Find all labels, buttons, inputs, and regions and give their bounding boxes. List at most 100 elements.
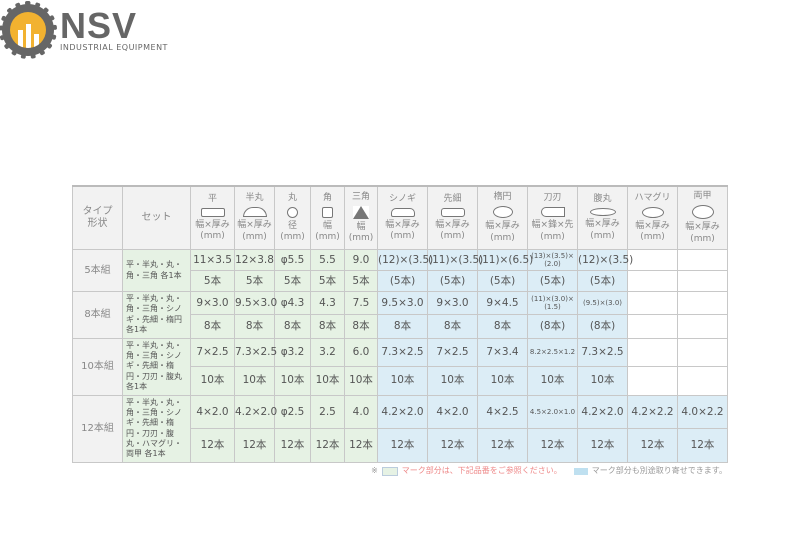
size-cell: 9.5×3.0: [234, 290, 277, 316]
column-dimension: 幅: [356, 221, 366, 232]
set-contents: 平・半丸・丸・角・三角・シノギ・先細・楕円 各1本: [122, 291, 191, 339]
count-cell: 12本: [310, 428, 345, 463]
table-row: 10本組 平・半丸・丸・角・三角・シノギ・先細・楕円・刀刃・腹丸 各1本 7×2.5…: [72, 337, 728, 396]
column-name: 楕円: [493, 192, 512, 203]
count-cell: 12本: [344, 428, 378, 463]
count-cell: 12本: [190, 428, 235, 463]
column-unit: (mm): [200, 231, 225, 242]
column-name: 両甲: [693, 191, 712, 202]
size-cell: φ5.5: [274, 249, 311, 271]
size-cell: [627, 249, 678, 271]
column-header-blade: 刀刃 幅×鋒×先 (mm): [527, 185, 578, 250]
count-cell: 5本: [274, 270, 311, 292]
double-convex-shape-icon: [691, 205, 714, 220]
column-dimension: 幅: [322, 220, 332, 231]
size-cell: 7.3×2.5: [234, 337, 277, 368]
size-cell: [677, 249, 728, 271]
size-cell: [677, 337, 728, 368]
count-cell: 12本: [477, 428, 528, 463]
size-cell: (11)×(6.5): [477, 249, 533, 271]
column-dimension: 幅×厚み: [385, 219, 420, 230]
column-unit: (mm): [490, 232, 515, 243]
count-cell: 8本: [310, 314, 345, 339]
blue-note: マーク部分も別途取り寄せできます。: [591, 465, 727, 475]
count-cell: 8本: [344, 314, 378, 339]
set-size-label: 10本組: [72, 337, 123, 396]
size-cell: 4×2.5: [477, 394, 528, 430]
set-contents: 平・半丸・丸・角・三角・シノギ・先細・楕円・刀刃・腹丸・ハマグリ・両甲 各1本: [122, 394, 191, 463]
size-cell: (11)×(3.0)×(1.5): [527, 290, 578, 316]
count-cell: 5本: [344, 270, 378, 292]
size-cell: 4.0×2.2: [677, 394, 728, 430]
column-dimension: 幅×厚み: [485, 221, 520, 232]
size-cell: 7×2.5: [427, 337, 478, 368]
column-unit: (mm): [590, 230, 615, 241]
column-name: 角: [322, 192, 332, 203]
size-cell: 4.2×2.0: [577, 394, 628, 430]
count-cell: 10本: [310, 366, 345, 396]
triangle-shape-icon: [353, 205, 369, 219]
set-size-label: 8本組: [72, 291, 123, 339]
column-dimension: 幅×厚み: [237, 220, 272, 231]
size-cell: (13)×(3.5)×(2.0): [527, 249, 578, 271]
count-cell: [627, 314, 678, 339]
blade-shape-icon: [540, 207, 565, 218]
set-size-label: 12本組: [72, 394, 123, 463]
count-cell: 12本: [577, 428, 628, 463]
count-cell: 10本: [190, 366, 235, 396]
size-cell: 4.5×2.0×1.0: [527, 394, 578, 430]
size-cell: 4.0: [344, 394, 378, 430]
size-cell: 4×2.0: [190, 394, 235, 430]
size-cell: 3.2: [310, 337, 345, 368]
count-cell: (5本): [427, 270, 478, 292]
column-name: 腹丸: [593, 194, 612, 205]
size-cell: φ4.3: [274, 290, 311, 316]
count-cell: 12本: [627, 428, 678, 463]
column-dimension: 幅×厚み: [435, 219, 470, 230]
size-cell: (12)×(3.5): [577, 249, 633, 271]
size-cell: 8.2×2.5×1.2: [527, 337, 578, 368]
column-name: シノギ: [388, 193, 416, 204]
size-cell: (11)×(3.5): [427, 249, 483, 271]
column-name: 三角: [351, 191, 370, 202]
column-unit: (mm): [440, 231, 465, 242]
size-cell: 4.2×2.2: [627, 394, 678, 430]
size-cell: 7.3×2.5: [577, 337, 628, 368]
column-name: 丸: [287, 192, 297, 203]
logo-name: NSV: [60, 5, 138, 46]
clam-shape-icon: [641, 206, 664, 218]
table-section: タイプ 形状 セット平幅×厚み (mm) 半丸 幅×厚み (mm) 丸径 (mm) 角幅 (mm)…: [72, 185, 728, 476]
column-header-flat: 平幅×厚み (mm): [190, 185, 235, 250]
size-cell: 9.0: [344, 249, 378, 271]
count-cell: [627, 366, 678, 396]
column-dimension: 幅×鋒×先: [531, 220, 574, 231]
gear-factory-icon: [0, 1, 57, 59]
column-dimension: 径: [287, 220, 297, 231]
count-cell: (5本): [577, 270, 628, 292]
column-unit: (mm): [640, 232, 665, 243]
count-cell: (8本): [527, 314, 578, 339]
count-cell: 8本: [274, 314, 311, 339]
logo-tagline: INDUSTRIAL EQUIPMENT: [60, 43, 168, 52]
count-cell: 12本: [527, 428, 578, 463]
column-header-barrette: 腹丸幅×厚み (mm): [577, 185, 628, 250]
size-cell: φ2.5: [274, 394, 311, 430]
count-cell: 10本: [377, 366, 428, 396]
count-cell: 12本: [677, 428, 728, 463]
column-dimension: 幅×厚み: [685, 222, 720, 233]
green-swatch: [381, 466, 398, 476]
count-cell: 12本: [377, 428, 428, 463]
column-dimension: 幅×厚み: [585, 219, 620, 230]
count-cell: 10本: [274, 366, 311, 396]
size-cell: 4.2×2.0: [377, 394, 428, 430]
knife-edge-shape-icon: [390, 207, 415, 217]
size-cell: 9.5×3.0: [377, 290, 428, 316]
column-header-oval: 楕円幅×厚み (mm): [477, 185, 528, 250]
column-unit: (mm): [242, 231, 267, 242]
column-header-round: 丸径 (mm): [274, 185, 311, 250]
tapered-shape-icon: [440, 207, 465, 217]
count-cell: 8本: [477, 314, 528, 339]
count-cell: 5本: [190, 270, 235, 292]
size-cell: 7×3.4: [477, 337, 528, 368]
column-name: 先細: [443, 193, 462, 204]
